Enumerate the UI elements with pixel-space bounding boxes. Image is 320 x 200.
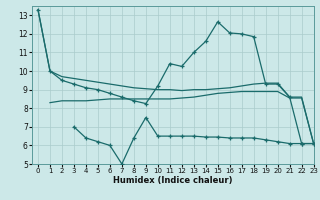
X-axis label: Humidex (Indice chaleur): Humidex (Indice chaleur) [113,176,233,185]
